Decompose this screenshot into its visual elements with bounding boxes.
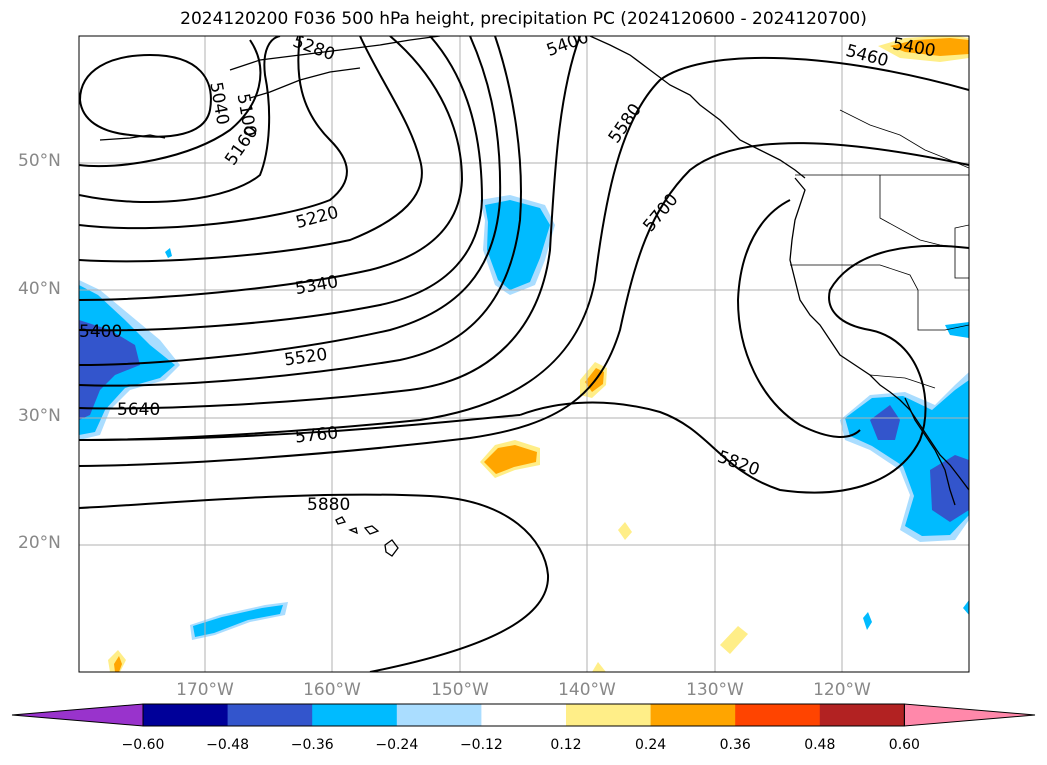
colorbar-tick-label: 0.24 [635, 737, 667, 753]
colorbar-segment [312, 704, 398, 726]
colorbar-tick-label: −0.12 [459, 737, 503, 753]
colorbar-segment [735, 704, 821, 726]
lat-label: 20°N [18, 533, 61, 553]
colorbar-segment [227, 704, 313, 726]
map-frame [79, 36, 969, 672]
lon-label: 140°W [558, 680, 616, 700]
lon-label: 160°W [303, 680, 361, 700]
colorbar-segment [819, 704, 905, 726]
colorbar [11, 703, 1036, 727]
map-title: 2024120200 F036 500 hPa height, precipit… [180, 9, 867, 29]
colorbar-tick-label: −0.48 [206, 737, 250, 753]
colorbar-segment [396, 704, 482, 726]
borders [790, 109, 969, 389]
colorbar-tick-label: 0.48 [804, 737, 836, 753]
colorbar-tick-label: 0.36 [719, 737, 751, 753]
colorbar-tick-label: −0.36 [290, 737, 334, 753]
colorbar-segment [566, 704, 652, 726]
contour-label: 5400 [79, 322, 122, 342]
lon-label: 170°W [176, 680, 234, 700]
colorbar-tick-label: 0.12 [550, 737, 582, 753]
colorbar-tick-label: 0.60 [888, 737, 920, 753]
contour-label: 5760 [294, 423, 339, 447]
colorbar-extend-high [903, 703, 1036, 727]
colorbar-segment [481, 704, 567, 726]
lat-label: 30°N [18, 406, 61, 426]
lon-label: 150°W [431, 680, 489, 700]
contour-5040 [79, 53, 212, 138]
contour-label: 5640 [117, 400, 160, 420]
contour-5820 [79, 244, 969, 494]
colorbar-segment [143, 704, 229, 726]
lat-label: 40°N [18, 279, 61, 299]
colorbar-tick-label: −0.60 [121, 737, 165, 753]
lat-label: 50°N [18, 151, 61, 171]
precip-shading-negative [79, 195, 969, 640]
lon-label: 120°W [813, 680, 871, 700]
lon-label: 130°W [686, 680, 744, 700]
height-contours [79, 36, 969, 672]
colorbar-extend-low [11, 703, 144, 727]
colorbar-tick-label: −0.24 [375, 737, 419, 753]
colorbar-segment [650, 704, 736, 726]
colorbar-outline [142, 703, 905, 727]
contour-label: 5880 [307, 495, 350, 515]
contour-5880 [79, 493, 550, 672]
